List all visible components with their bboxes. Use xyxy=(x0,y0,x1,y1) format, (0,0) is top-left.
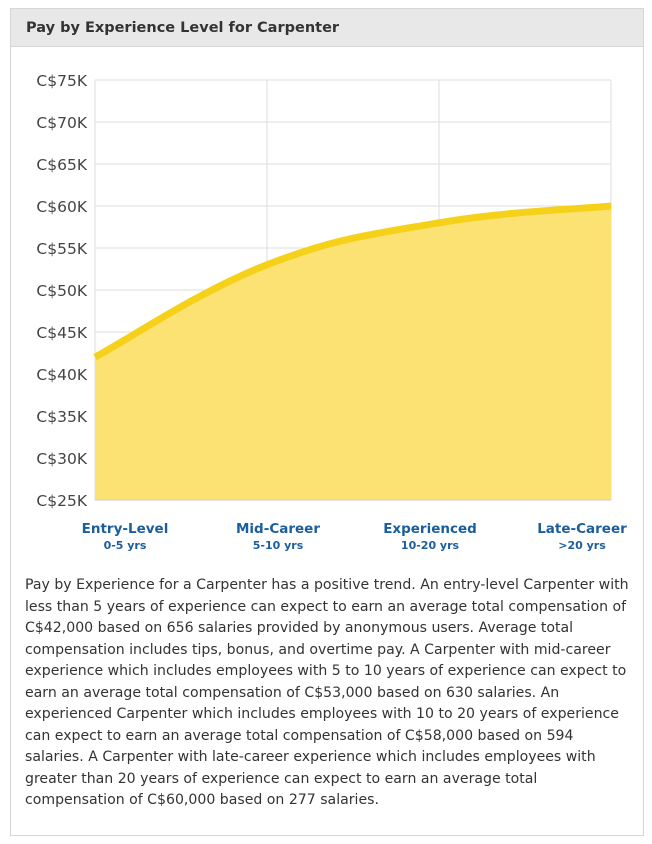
y-tick-label: C$70K xyxy=(36,114,87,132)
x-category-label: Experienced xyxy=(383,521,477,537)
y-tick-label: C$60K xyxy=(36,198,87,216)
y-tick-label: C$25K xyxy=(36,492,87,510)
series-line xyxy=(93,202,612,361)
x-category-range: >20 yrs xyxy=(558,539,606,552)
y-tick-label: C$65K xyxy=(36,156,87,174)
panel-title: Pay by Experience Level for Carpenter xyxy=(11,9,643,47)
y-tick-label: C$40K xyxy=(36,366,87,384)
x-category-range: 5-10 yrs xyxy=(253,539,304,552)
y-tick-label: C$50K xyxy=(36,282,87,300)
x-category-range: 10-20 yrs xyxy=(401,539,460,552)
x-category-label: Entry-Level xyxy=(82,521,169,537)
x-category-label: Late-Career xyxy=(537,521,627,537)
x-category-label: Mid-Career xyxy=(236,521,320,537)
chart-description: Pay by Experience for a Carpenter has a … xyxy=(25,577,629,808)
x-category-range: 0-5 yrs xyxy=(104,539,147,552)
y-tick-label: C$30K xyxy=(36,450,87,468)
y-tick-label: C$55K xyxy=(36,240,87,258)
series-area xyxy=(95,206,611,500)
experience-pay-chart: C$75K C$70K C$65K C$60K C$55K C$50K C$45K C$40K… xyxy=(36,72,627,552)
y-tick-label: C$35K xyxy=(36,408,87,426)
y-tick-label: C$75K xyxy=(36,72,87,90)
y-tick-label: C$45K xyxy=(36,324,87,342)
